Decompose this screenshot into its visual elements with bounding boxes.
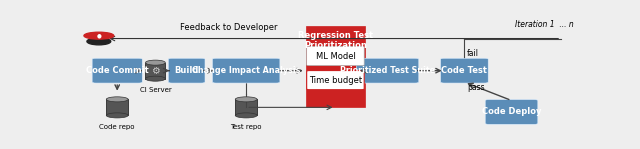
Circle shape [84, 32, 114, 39]
Ellipse shape [236, 97, 257, 102]
FancyBboxPatch shape [485, 100, 538, 124]
Text: ML Model: ML Model [316, 52, 355, 60]
Ellipse shape [106, 97, 128, 102]
Text: Time budget: Time budget [309, 76, 362, 85]
Bar [106, 99, 128, 115]
Text: fail: fail [467, 49, 479, 58]
Text: Prioritized Test Suite: Prioritized Test Suite [340, 66, 435, 75]
Bar [145, 63, 165, 79]
Text: Test repo: Test repo [230, 124, 262, 130]
Ellipse shape [145, 76, 165, 81]
Text: Feedback to Developer: Feedback to Developer [180, 23, 278, 32]
Text: Code repo: Code repo [99, 124, 135, 130]
Text: Code Commit: Code Commit [86, 66, 148, 75]
FancyBboxPatch shape [356, 58, 419, 83]
Bar [306, 26, 365, 107]
Text: Regression Test
Prioritization: Regression Test Prioritization [298, 31, 373, 50]
Text: Code Deploy: Code Deploy [482, 107, 541, 117]
Text: ●: ● [97, 33, 101, 38]
Ellipse shape [106, 113, 128, 118]
Ellipse shape [145, 60, 165, 65]
Text: ⚙: ⚙ [151, 66, 160, 76]
FancyBboxPatch shape [307, 70, 364, 90]
FancyBboxPatch shape [212, 58, 280, 83]
Text: Code Test: Code Test [442, 66, 488, 75]
Text: Change Impact Analysis: Change Impact Analysis [192, 66, 300, 75]
Ellipse shape [236, 113, 257, 118]
Bar [236, 99, 257, 115]
Text: pass: pass [467, 83, 484, 92]
Text: Build: Build [175, 66, 199, 75]
FancyBboxPatch shape [440, 58, 488, 83]
Text: Iteration 1  ... n: Iteration 1 ... n [515, 20, 573, 29]
FancyBboxPatch shape [307, 46, 364, 66]
Ellipse shape [87, 38, 111, 45]
FancyBboxPatch shape [168, 58, 205, 83]
Text: CI Server: CI Server [140, 87, 172, 93]
FancyBboxPatch shape [92, 58, 142, 83]
